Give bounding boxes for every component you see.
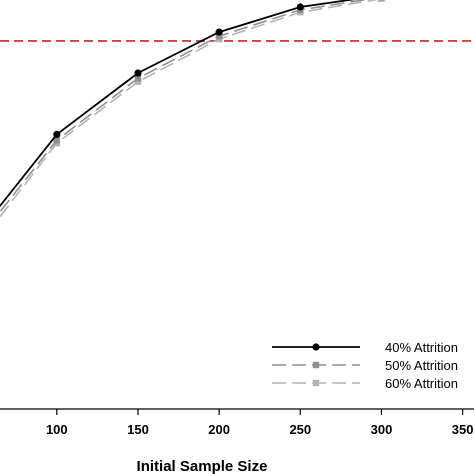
- legend-item: 50% Attrition: [272, 358, 458, 373]
- series-2: [0, 0, 385, 214]
- data-point: [134, 78, 142, 85]
- data-point: [134, 75, 142, 82]
- series-line: [0, 0, 369, 214]
- legend-label: 60% Attrition: [385, 376, 458, 391]
- x-ticks: 100 150 200 250 300 350: [46, 409, 474, 437]
- data-point: [53, 130, 61, 138]
- series-layer: [0, 0, 385, 219]
- series-1: [0, 0, 356, 208]
- x-axis-title: Initial Sample Size: [137, 458, 268, 474]
- x-tick-label: 100: [46, 422, 68, 437]
- data-point: [215, 33, 223, 40]
- series-line: [0, 0, 356, 208]
- legend-marker: [312, 361, 320, 369]
- legend-label: 50% Attrition: [385, 358, 458, 373]
- data-point: [215, 28, 223, 36]
- legend-marker: [312, 379, 320, 387]
- data-point: [296, 3, 304, 11]
- x-tick-label: 350: [452, 422, 474, 437]
- legend-marker: [312, 343, 320, 351]
- data-point: [134, 69, 142, 77]
- x-tick-label: 200: [208, 422, 230, 437]
- legend: 40% Attrition 50% Attrition 60% Attrition: [272, 340, 458, 391]
- data-point: [378, 0, 385, 3]
- x-tick-label: 150: [127, 422, 149, 437]
- data-point: [53, 137, 61, 144]
- plot-area: [0, 0, 474, 219]
- x-tick-label: 250: [289, 422, 311, 437]
- legend-label: 40% Attrition: [385, 340, 458, 355]
- x-tick-label: 300: [371, 422, 393, 437]
- x-axis: 100 150 200 250 300 350 Initial Sample Size: [0, 408, 474, 474]
- legend-item: 60% Attrition: [272, 376, 458, 391]
- legend-item: 40% Attrition: [272, 340, 458, 355]
